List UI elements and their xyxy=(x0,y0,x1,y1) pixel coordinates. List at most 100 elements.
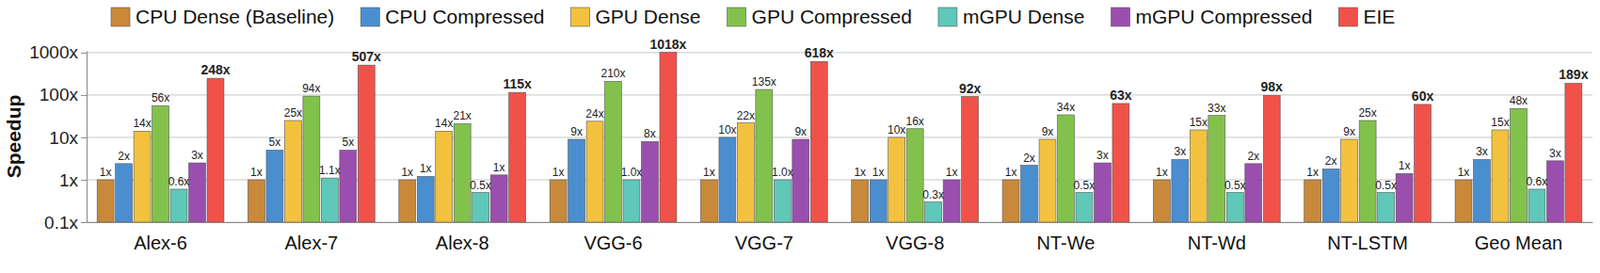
x-tick: Alex-6 xyxy=(133,222,188,254)
bar xyxy=(1509,108,1527,223)
data-label: 60x xyxy=(1411,88,1435,104)
x-tick: VGG-8 xyxy=(885,222,944,254)
bar xyxy=(549,179,567,223)
legend-item: GPU Compressed xyxy=(727,5,912,28)
x-tick-label: NT-We xyxy=(1037,232,1096,254)
bar xyxy=(1377,192,1395,223)
bar xyxy=(207,78,224,223)
data-label: 10x xyxy=(718,123,736,137)
data-label: 2x xyxy=(1247,149,1260,163)
bar xyxy=(1359,120,1376,223)
y-tick-label: 100x xyxy=(39,84,80,105)
bar xyxy=(943,179,960,223)
x-tick-label: VGG-7 xyxy=(735,232,794,254)
bar xyxy=(1395,173,1413,223)
x-tick: VGG-6 xyxy=(583,222,642,254)
bar xyxy=(641,141,659,223)
x-tick: NT-Wd xyxy=(1187,222,1247,254)
bar xyxy=(1208,115,1226,223)
data-label: 1x xyxy=(250,165,263,179)
x-tick: Alex-7 xyxy=(285,222,339,254)
legend-label: GPU Dense xyxy=(595,5,702,28)
bar xyxy=(736,123,754,223)
bar xyxy=(435,130,453,223)
y-axis-title: Speedup xyxy=(2,95,25,179)
bar xyxy=(961,96,979,223)
x-tick: NT-LSTM xyxy=(1327,222,1408,254)
x-tick-label: Alex-7 xyxy=(285,232,339,254)
bar xyxy=(869,179,887,223)
x-tick-label: VGG-8 xyxy=(885,232,944,254)
bar xyxy=(605,80,623,223)
y-tick-mark xyxy=(80,179,87,181)
data-label: 5x xyxy=(269,135,282,149)
bar xyxy=(773,179,791,223)
bar xyxy=(1226,192,1244,223)
data-label: 8x xyxy=(643,127,656,141)
data-label: 0.6x xyxy=(1526,175,1549,189)
y-tick: 1x xyxy=(59,170,87,191)
bar xyxy=(189,162,207,223)
data-label: 5x xyxy=(341,135,354,149)
bar xyxy=(1171,159,1189,223)
bar xyxy=(416,176,434,223)
y-tick: 1000x xyxy=(29,42,87,63)
data-label: 56x xyxy=(151,91,170,105)
data-label: 1x xyxy=(1398,159,1411,173)
data-label: 15x xyxy=(1189,115,1208,129)
bar xyxy=(133,130,151,223)
bar xyxy=(509,92,527,223)
plot: 0.1x1x10x100x1000xAlex-6Alex-7Alex-8VGG-… xyxy=(29,36,1593,254)
y-tick-mark xyxy=(80,137,87,139)
series xyxy=(115,137,1491,223)
bar xyxy=(490,175,508,223)
bar xyxy=(700,179,718,223)
legend-item: CPU Dense (Baseline) xyxy=(111,5,335,28)
legend-label: EIE xyxy=(1362,5,1395,28)
bar xyxy=(266,149,284,223)
bar xyxy=(1414,104,1432,223)
bar xyxy=(247,179,265,223)
legend-label: mGPU Compressed xyxy=(1135,5,1312,28)
series xyxy=(170,177,1546,223)
y-tick-label: 1x xyxy=(59,170,80,191)
bar xyxy=(339,149,357,223)
data-label: 22x xyxy=(736,109,755,123)
y-tick-label: 0.1x xyxy=(44,212,79,233)
data-label: 3x xyxy=(1174,144,1187,159)
y-axis-line xyxy=(86,51,88,224)
bar xyxy=(719,137,736,223)
data-label: 0.5x xyxy=(1224,178,1247,192)
y-axis: 0.1x1x10x100x1000x xyxy=(29,42,87,232)
data-label: 33x xyxy=(1207,101,1226,115)
data-label: 15x xyxy=(1490,115,1509,129)
data-label: 3x xyxy=(191,148,204,162)
bar xyxy=(320,177,338,223)
bar xyxy=(1528,189,1546,223)
bar xyxy=(1093,162,1111,223)
grid xyxy=(86,52,1593,223)
data-label: 1x xyxy=(872,165,885,179)
legend-label: GPU Compressed xyxy=(752,5,912,28)
data-label: 210x xyxy=(601,66,626,80)
legend-swatch xyxy=(1110,7,1130,27)
data-label: 98x xyxy=(1261,79,1284,95)
series xyxy=(207,52,1583,223)
legend-item: mGPU Dense xyxy=(938,5,1086,28)
data-label: 25x xyxy=(1358,106,1376,120)
data-label: 1x xyxy=(1005,165,1018,179)
data-label: 507x xyxy=(352,48,382,64)
data-label: 14x xyxy=(434,116,453,130)
bar xyxy=(1455,179,1472,223)
bar xyxy=(472,192,490,223)
bar xyxy=(1473,159,1491,223)
bar xyxy=(1245,163,1263,223)
bar xyxy=(925,202,943,223)
data-label: 21x xyxy=(453,109,472,123)
data-label: 1.0x xyxy=(771,165,794,179)
legend-label: CPU Dense (Baseline) xyxy=(135,5,335,28)
x-axis-line xyxy=(87,222,1594,224)
data-label: 0.5x xyxy=(1375,178,1397,192)
x-tick: VGG-7 xyxy=(735,222,794,254)
data-label: 1x xyxy=(1457,165,1471,179)
